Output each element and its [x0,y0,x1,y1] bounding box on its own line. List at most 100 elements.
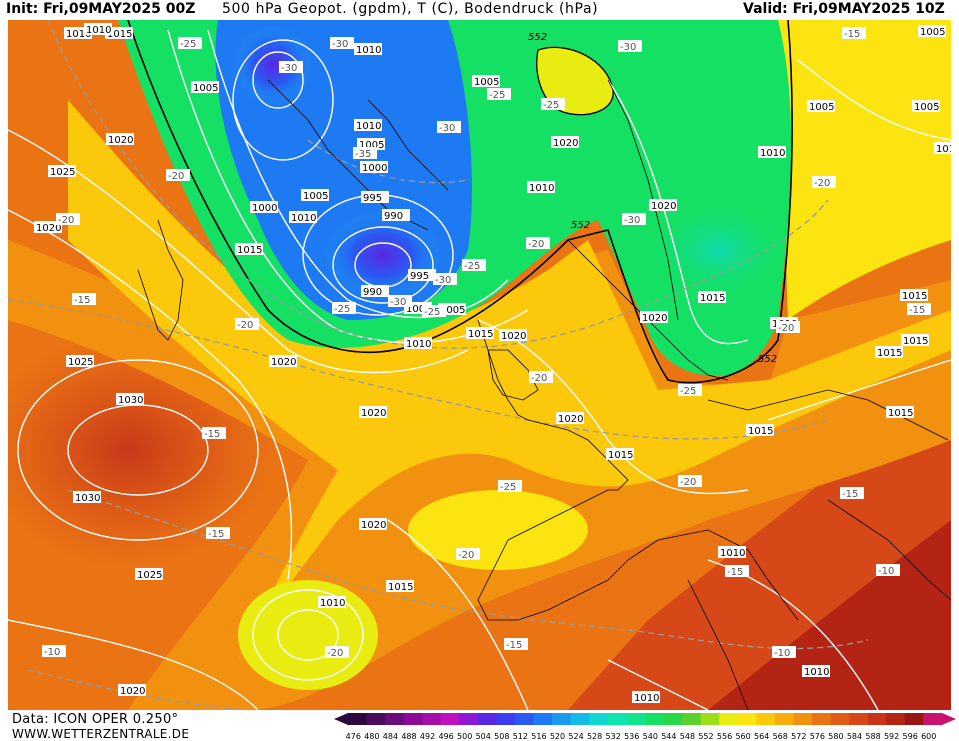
scale-tick-label: 560 [735,732,750,741]
isobar-label: 1020 [271,357,296,368]
scale-swatch [348,713,368,725]
isobar-label-bg [807,100,835,112]
scale-tick-label: 508 [494,732,509,741]
isotherm-label: -25 [424,307,440,318]
isobar-label-bg [918,25,946,37]
scale-swatch [607,713,627,725]
scale-swatch [867,713,887,725]
isobar-label-bg [551,136,579,148]
isotherm-label: -30 [281,63,297,74]
isotherm-label-bg [725,565,749,577]
isotherm-label: -15 [909,305,925,316]
isobar-label: 1010 [291,213,316,224]
isotherm-label: -20 [237,320,253,331]
isobar-label-bg [912,100,940,112]
isotherm-label-bg [72,293,96,305]
scale-tick-label: 564 [754,732,769,741]
geopot-552-cell [536,46,614,116]
isotherm-label-bg [235,318,259,330]
isobar-label-bg [135,568,163,580]
isotherm-label-bg [487,88,511,100]
isotherm-label: -30 [435,275,451,286]
isotherm-label: -20 [778,323,794,334]
isotherm-label-bg [618,40,642,52]
isotherm-label-bg [678,475,702,487]
isotherm-label: -20 [168,171,184,182]
isotherm-label: -30 [620,42,636,53]
isobar-label-bg [84,23,112,35]
isotherm-label-bg [529,371,553,383]
scale-swatch [477,713,497,725]
isobar-label: 1015 [107,29,132,40]
scale-tick-label: 580 [828,732,843,741]
isobar-label: 1020 [553,138,578,149]
isobar-label-bg [802,665,830,677]
isobar-label: 990 [384,211,403,222]
scale-swatch [533,713,553,725]
isotherm-label-bg [842,27,866,39]
isobar-label-bg [556,412,584,424]
isobar-label: 1025 [137,570,162,581]
field-yellow-cell [536,47,614,115]
isotherm-label-bg [332,302,356,314]
scale-tick-label: 524 [568,732,583,741]
scale-tick-label: 492 [420,732,435,741]
scale-tick-label: 556 [717,732,732,741]
isobar-label: 1005 [920,27,945,38]
isobar-label: 1015 [877,348,902,359]
isotherm-label-bg [622,213,646,225]
isobar-label: 1020 [120,686,145,697]
isobar-label-bg [250,201,278,213]
scale-swatch [645,713,665,725]
isobar-label-bg [269,355,297,367]
scale-tick-label: 520 [550,732,565,741]
scale-tick-label: 488 [401,732,416,741]
scale-tick-label: 528 [587,732,602,741]
isotherm-label: -15 [208,529,224,540]
scale-tick-label: 576 [810,732,825,741]
isotherm-label: -15 [844,29,860,40]
isobar-label: 1030 [118,395,143,406]
scale-tick-label: 532 [606,732,621,741]
isobar-label-bg [386,580,414,592]
isobar-label-bg [235,243,263,255]
isotherm-label-bg [202,427,226,439]
scale-swatch [570,713,590,725]
geopot-label: 552 [528,32,547,43]
isobar-label: 1010 [760,148,785,159]
isobar-label: 1020 [36,223,61,234]
isotherm-label: -25 [680,386,696,397]
isotherm-label-bg [422,305,446,317]
isobar-label-bg [606,448,634,460]
isotherm-label-bg [678,384,702,396]
isotherm-label-bg [42,645,66,657]
scale-swatch [663,713,683,725]
isobar-label: 1010 [356,121,381,132]
isobar-label: 1030 [75,493,100,504]
isobar-label: 1015 [388,582,413,593]
scale-tick-label: 480 [364,732,379,741]
isotherm-label: -15 [842,489,858,500]
scale-tick-label: 496 [438,732,453,741]
isobar-label-bg [359,406,387,418]
scale-swatch [403,713,423,725]
isotherm-label: -20 [680,477,696,488]
isobar-label-bg [901,334,929,346]
isobar-label: 1020 [108,135,133,146]
scale-swatch [515,713,535,725]
isobar-label-bg [318,596,346,608]
isobar-label: 1015 [903,336,928,347]
field-yellow-iberia [408,490,588,570]
isotherm-label-bg [437,121,461,133]
isobar-label: 1015 [468,329,493,340]
site-url[interactable]: WWW.WETTERZENTRALE.DE [12,727,190,741]
isotherm-label: -10 [774,648,790,659]
field-cyan-core [648,200,788,300]
scale-tick-label: 588 [865,732,880,741]
isobar-label-bg [116,393,144,405]
isobar-label: 1010 [66,29,91,40]
isotherm-label-bg [178,37,202,49]
isotherm-label-bg [876,564,900,576]
isotherm-label: -25 [334,304,350,315]
scale-tick-label: 568 [773,732,788,741]
